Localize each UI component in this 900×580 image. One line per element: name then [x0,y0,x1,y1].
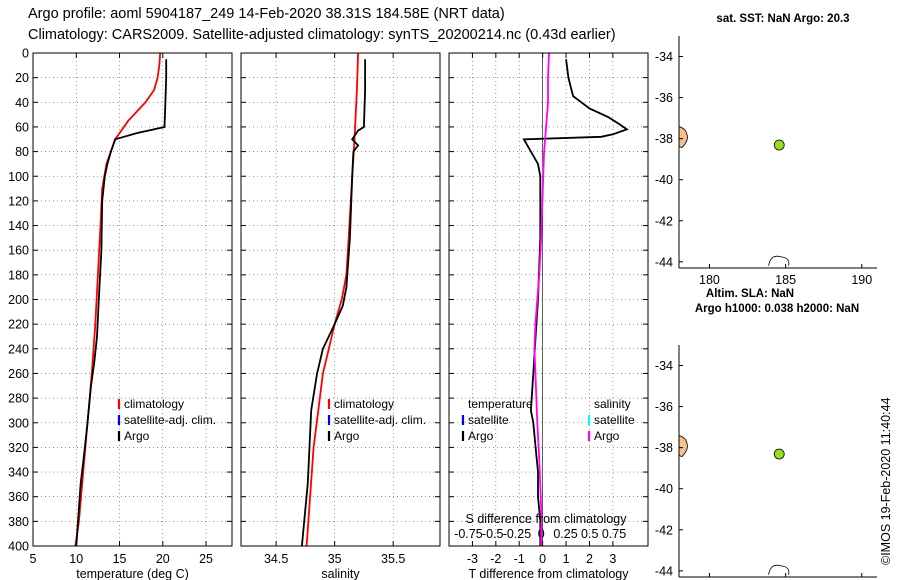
y-tick-label: 40 [15,96,29,110]
x-tick-label: 0 [539,552,546,566]
series-climatology [305,52,359,547]
y-tick-label: 0 [22,47,29,61]
y-tick-label: 300 [8,416,29,430]
s-diff-tick-label: 0.75 [602,527,626,541]
island-outline [768,564,790,575]
map-y-tick-label: -40 [655,482,673,496]
y-tick-label: 20 [15,71,29,85]
imos-watermark: ©IMOS 19-Feb-2020 11:40:44 [879,398,893,565]
s-diff-tick-label: -0.75 [454,527,483,541]
y-tick-label: 280 [8,392,29,406]
map-y-tick-label: -42 [655,214,673,228]
island-outline [768,255,790,266]
y-tick-label: 180 [8,268,29,282]
argo-float-marker [773,448,785,460]
s-diff-tick-label: 0.5 [581,527,598,541]
s-diff-xlabel: S difference from climatology [466,512,628,526]
x-tick-label: 5 [30,552,37,566]
land-coast [678,435,688,458]
map-y-tick-label: -42 [655,523,673,537]
y-tick-label: 380 [8,515,29,529]
y-tick-label: 160 [8,244,29,258]
map-y-tick-label: -34 [655,359,673,373]
title-line-2: Climatology: CARS2009. Satellite-adjuste… [28,27,616,43]
x-tick-label: 34.5 [264,552,288,566]
temperature-panel-frame [32,52,233,547]
temperature-xlabel: temperature (deg C) [76,567,189,580]
y-tick-label: 80 [15,145,29,159]
y-tick-label: 320 [8,441,29,455]
x-tick-label: -1 [514,552,525,566]
x-tick-label: 10 [69,552,83,566]
map-y-tick-label: -44 [655,564,673,578]
legend-header-temperature: temperature [468,397,533,411]
legend-climatology-label: climatology [124,397,184,411]
legend-s-satellite-label: satellite [594,413,635,427]
y-tick-label: 60 [15,120,29,134]
map1-title: sat. SST: NaN Argo: 20.3 [716,13,849,25]
x-tick-label: 25 [199,552,213,566]
series-s-difference [533,52,550,546]
y-tick-label: 220 [8,318,29,332]
s-diff-tick-label: -0.5 [482,527,504,541]
legend-header-salinity: salinity [594,397,631,411]
legend-argo-label: Argo [334,429,360,443]
legend-argo-label: Argo [124,429,150,443]
land-coast [678,126,688,149]
map-y-tick-label: -40 [655,173,673,187]
legend-climatology-label: climatology [334,397,394,411]
t-diff-xlabel: T difference from climatology [468,567,629,580]
series-t-difference [522,59,629,546]
x-tick-label: 3 [609,552,616,566]
s-diff-tick-label: -0.25 [503,527,532,541]
map-y-tick-label: -36 [655,91,673,105]
argo-float-marker [773,139,785,151]
y-tick-label: 140 [8,219,29,233]
legend-t-satellite-label: satellite [468,413,509,427]
x-tick-label: 35 [328,552,342,566]
y-tick-label: 240 [8,342,29,356]
series-argo [301,59,367,547]
x-tick-label: 35.5 [381,552,405,566]
map2-title: Altim. SLA: NaN [706,288,794,300]
y-tick-label: 100 [8,170,29,184]
map2-subtitle: Argo h1000: 0.038 h2000: NaN [695,303,859,315]
y-tick-label: 400 [8,540,29,554]
s-diff-tick-label: 0.25 [553,527,577,541]
x-tick-label: 1 [563,552,570,566]
map-y-tick-label: -34 [655,50,673,64]
legend-satellite-adj-clim-label: satellite-adj. clim. [334,413,426,427]
x-tick-label: -2 [490,552,501,566]
map-y-tick-label: -36 [655,400,673,414]
y-tick-label: 360 [8,490,29,504]
map-x-tick-label: 185 [775,273,796,287]
title-line-1: Argo profile: aoml 5904187_249 14-Feb-20… [28,6,505,22]
difference-panel-frame [448,52,649,547]
x-tick-label: 20 [156,552,170,566]
salinity-panel-frame [240,52,441,547]
x-tick-label: -3 [467,552,478,566]
legend-s-argo-label: Argo [594,429,620,443]
legend-t-argo-label: Argo [468,429,494,443]
legend-satellite-adj-clim-label: satellite-adj. clim. [124,413,216,427]
map-x-tick-label: 180 [699,273,720,287]
x-tick-label: 2 [586,552,593,566]
map-y-tick-label: -44 [655,255,673,269]
map-y-tick-label: -38 [655,132,673,146]
y-tick-label: 120 [8,194,29,208]
map-x-tick-label: 190 [851,273,872,287]
y-tick-label: 200 [8,293,29,307]
map-y-tick-label: -38 [655,441,673,455]
salinity-xlabel: salinity [321,567,360,580]
series-argo [75,59,168,547]
y-tick-label: 260 [8,367,29,381]
y-tick-label: 340 [8,466,29,480]
x-tick-label: 15 [113,552,127,566]
